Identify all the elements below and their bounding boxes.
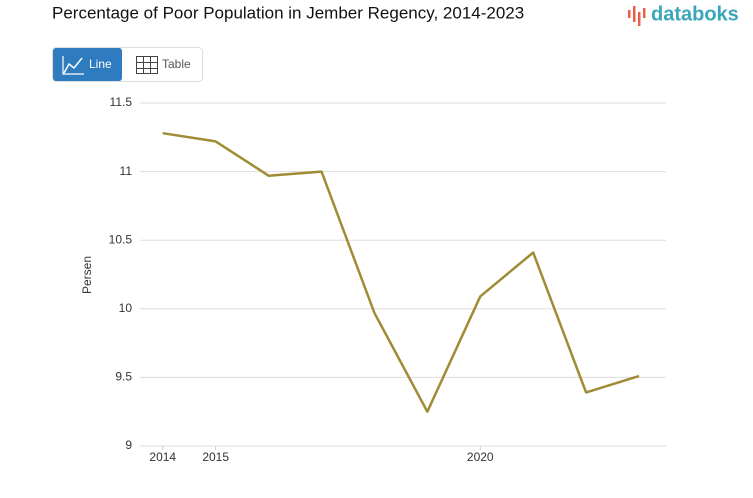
table-icon-grid — [136, 56, 158, 74]
y-axis-label: Persen — [80, 256, 94, 294]
brand-name: databoks — [651, 3, 739, 25]
y-tick-label: 10 — [119, 301, 133, 315]
table-label: Table — [162, 57, 191, 71]
logo-bar — [633, 6, 636, 22]
line-button-bg — [53, 48, 122, 81]
line-button[interactable]: Line — [53, 48, 122, 81]
x-tick-label: 2020 — [467, 450, 494, 464]
y-tick-label: 10.5 — [109, 232, 133, 246]
y-tick-label: 9.5 — [115, 370, 132, 384]
view-toggle: Line Table — [52, 47, 203, 82]
logo-bar — [638, 12, 641, 26]
x-tick-label: 2015 — [202, 450, 229, 464]
y-tick-label: 11 — [120, 164, 133, 178]
data-line — [162, 131, 640, 413]
line-icon-axes — [62, 56, 84, 75]
table-icon — [136, 56, 158, 74]
x-tick-label: 2014 — [149, 450, 176, 464]
logo-bar — [643, 8, 646, 18]
line-label: Line — [89, 57, 112, 71]
line-icon — [63, 57, 83, 74]
y-tick-label: 11.5 — [110, 95, 133, 109]
brand-logo: databoks — [628, 3, 739, 26]
logo-bar — [628, 10, 631, 18]
chart-title: Percentage of Poor Population in Jember … — [52, 3, 524, 22]
table-button[interactable]: Table — [136, 56, 192, 74]
y-tick-label: 9 — [125, 438, 132, 452]
